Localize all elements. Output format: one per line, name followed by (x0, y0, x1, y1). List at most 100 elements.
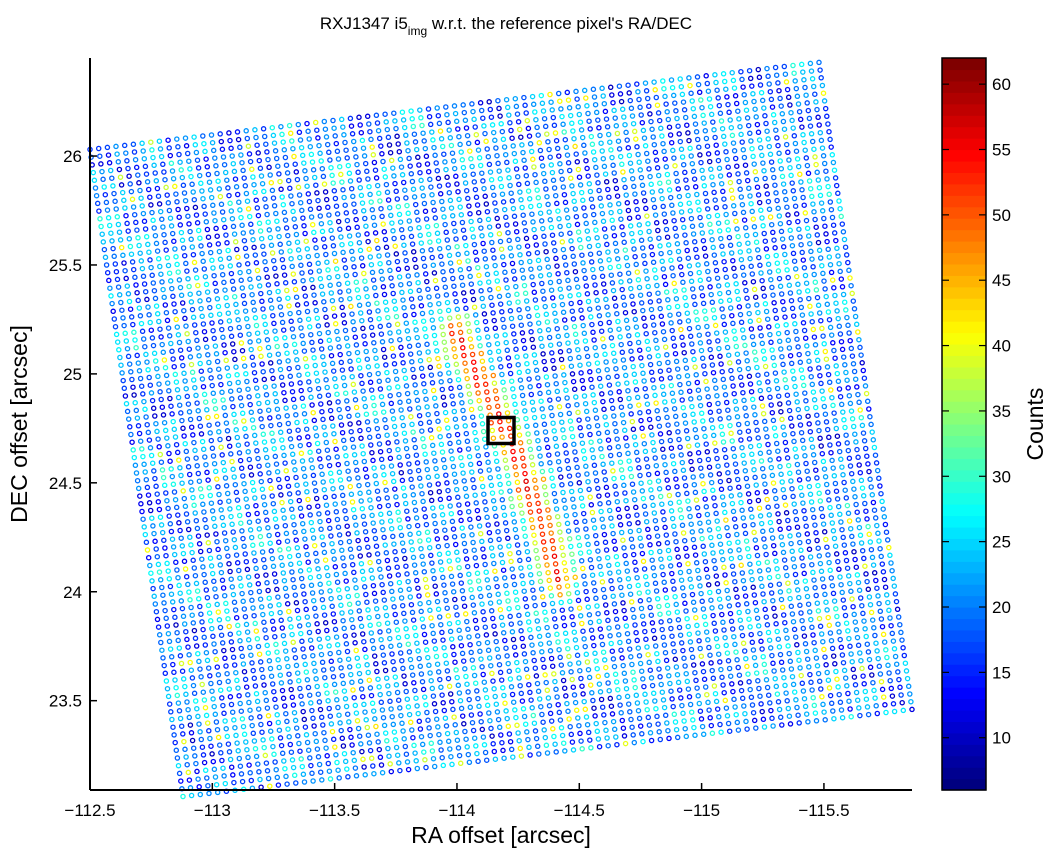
data-point (202, 704, 209, 711)
data-point (255, 761, 261, 767)
data-point (147, 319, 153, 326)
data-point (225, 435, 232, 442)
data-point (142, 226, 149, 232)
data-point (161, 482, 168, 489)
data-point (172, 308, 178, 315)
data-point (188, 604, 194, 611)
data-point (176, 708, 183, 714)
data-point (184, 699, 190, 705)
data-point (247, 770, 253, 776)
data-point (232, 419, 238, 425)
data-point (104, 144, 111, 151)
data-point (248, 715, 254, 721)
data-point (178, 355, 185, 361)
data-point (180, 676, 187, 682)
data-point (256, 769, 262, 775)
data-point (231, 662, 238, 668)
data-point (243, 496, 249, 502)
data-point (208, 375, 214, 381)
data-point (216, 429, 222, 435)
data-point (155, 499, 162, 505)
data-point (163, 184, 169, 191)
data-point (139, 203, 145, 209)
data-point (169, 536, 176, 542)
data-point (157, 451, 164, 458)
data-point (209, 625, 215, 632)
data-point (243, 558, 250, 565)
data-point (163, 490, 169, 496)
data-point (174, 324, 181, 330)
data-point (175, 762, 182, 769)
data-point (191, 196, 198, 203)
data-point (186, 714, 193, 721)
data-point (207, 735, 213, 742)
data-point (192, 635, 199, 642)
data-point (115, 221, 122, 228)
data-point (239, 778, 246, 785)
data-point (107, 167, 114, 174)
data-point (183, 628, 189, 635)
data-point (233, 489, 240, 496)
data-point (224, 365, 231, 371)
data-point (188, 424, 195, 430)
data-point (156, 632, 163, 638)
data-point (165, 262, 172, 269)
data-point (172, 739, 178, 746)
data-point (156, 506, 163, 513)
data-point (179, 237, 186, 244)
data-point (110, 245, 116, 252)
data-point (198, 736, 205, 743)
data-point (177, 347, 184, 353)
data-point (149, 335, 156, 341)
data-point (202, 336, 209, 343)
data-point (121, 385, 128, 392)
data-point (240, 473, 246, 479)
data-point (182, 683, 188, 690)
data-point (161, 662, 167, 669)
data-point (195, 650, 201, 657)
data-point (212, 586, 218, 592)
data-point (245, 511, 252, 518)
data-point (219, 577, 226, 584)
data-point (214, 296, 221, 302)
data-point (167, 152, 174, 159)
data-point (106, 160, 113, 166)
data-point (231, 536, 238, 543)
data-point (232, 481, 239, 488)
data-point (123, 150, 129, 156)
data-point (174, 755, 181, 761)
data-point (249, 597, 255, 604)
data-point (142, 163, 149, 170)
data-point (156, 201, 163, 207)
data-point (222, 537, 229, 544)
data-point (118, 362, 124, 368)
data-point (147, 194, 153, 200)
data-point (153, 178, 160, 184)
data-point (167, 395, 173, 402)
data-point (132, 337, 138, 343)
data-point (153, 608, 160, 615)
data-point (177, 222, 184, 228)
data-point (240, 535, 246, 542)
data-point (114, 151, 120, 157)
data-point (92, 185, 99, 191)
data-point (145, 429, 152, 436)
data-point (163, 372, 170, 379)
data-point (161, 169, 167, 175)
data-point (108, 293, 114, 299)
data-point (190, 189, 196, 195)
data-point (233, 427, 239, 433)
data-point (187, 354, 194, 360)
data-point (238, 708, 245, 714)
data-point (237, 763, 244, 769)
data-point (173, 684, 179, 691)
data-point (185, 338, 191, 345)
data-point (138, 501, 144, 507)
data-point (274, 774, 281, 781)
data-point (174, 629, 180, 636)
data-point (178, 660, 185, 667)
data-point (220, 522, 227, 529)
data-point (237, 575, 243, 581)
data-point (224, 608, 230, 614)
data-point (179, 668, 186, 674)
